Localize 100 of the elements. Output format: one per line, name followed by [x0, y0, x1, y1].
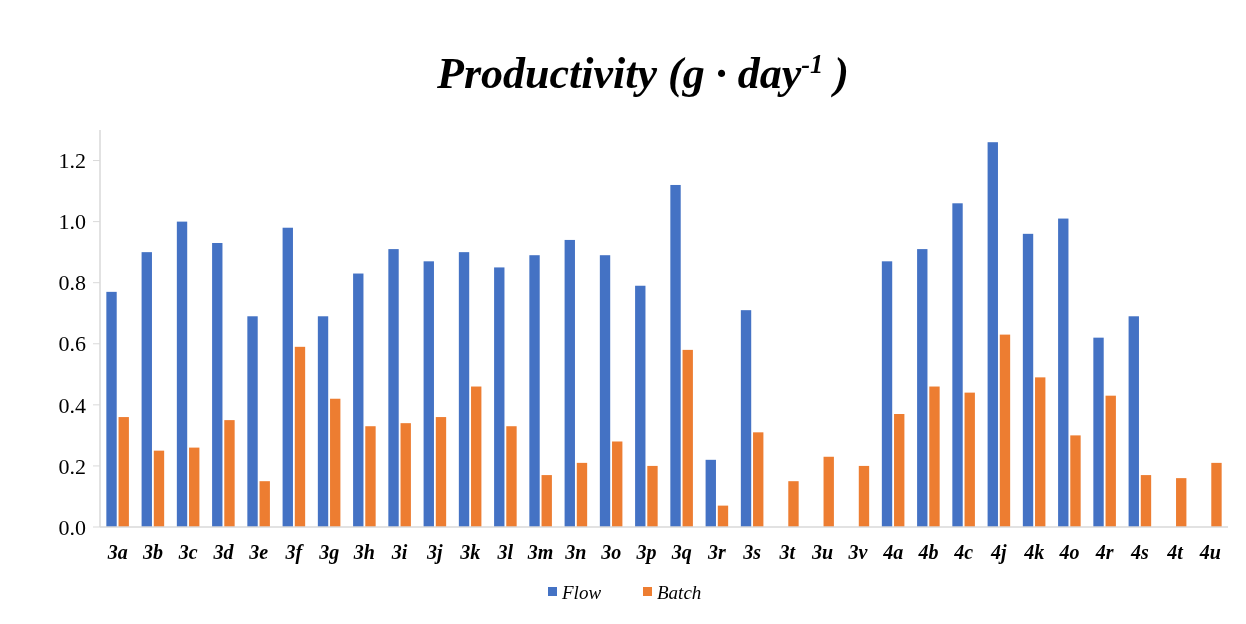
x-tick-label: 3c: [177, 541, 198, 563]
x-tick-label: 3p: [635, 541, 657, 564]
y-tick-label: 0.6: [58, 331, 86, 357]
bar: [740, 310, 752, 527]
bar: [106, 291, 117, 527]
x-tick-label: 3r: [706, 541, 726, 563]
bar: [353, 273, 364, 527]
x-tick-label: 3g: [318, 541, 340, 564]
legend-label: Batch: [657, 581, 702, 603]
x-tick-label: 4b: [917, 541, 939, 563]
bar: [858, 465, 870, 527]
x-tick-label: 4c: [953, 541, 974, 563]
x-tick-label: 3u: [811, 541, 834, 563]
x-tick-label: 3l: [496, 541, 514, 563]
bar: [987, 142, 998, 527]
bar: [1211, 462, 1222, 527]
y-tick-label: 1.0: [58, 209, 86, 235]
x-tick-label: 3m: [526, 541, 554, 563]
x-tick-label: 3t: [778, 541, 797, 563]
bar: [1176, 478, 1187, 527]
bar: [259, 481, 270, 527]
x-tick-label: 3o: [600, 541, 622, 563]
x-tick-label: 3h: [352, 541, 375, 563]
bar: [999, 334, 1011, 527]
bar: [330, 398, 341, 527]
bar: [647, 465, 658, 527]
bar: [894, 414, 905, 527]
bar: [1058, 218, 1069, 527]
bar: [823, 456, 834, 527]
legend-label: Flow: [561, 581, 602, 603]
bar: [576, 462, 588, 527]
bar: [635, 285, 646, 527]
bar: [400, 423, 411, 527]
x-tick-label: 3e: [248, 541, 269, 563]
x-tick-label: 4k: [1023, 541, 1045, 563]
bar: [176, 221, 188, 527]
bar: [224, 420, 235, 527]
x-tick-label: 3v: [847, 541, 869, 563]
bar: [141, 252, 152, 527]
x-tick-label: 4s: [1129, 541, 1149, 563]
bar: [682, 349, 693, 527]
x-tick-label: 4r: [1094, 541, 1114, 563]
bar: [788, 481, 799, 527]
bar: [388, 249, 399, 527]
bar: [494, 267, 505, 527]
bar: [1093, 337, 1104, 527]
bar: [541, 475, 552, 527]
y-tick-label: 0.0: [58, 514, 86, 540]
bar: [294, 346, 306, 527]
y-tick-label: 0.4: [58, 392, 86, 418]
bar: [564, 239, 575, 527]
bar: [506, 426, 517, 527]
x-tick-label: 3f: [284, 541, 305, 564]
bar: [212, 242, 223, 527]
y-tick-label: 1.2: [58, 148, 86, 174]
x-tick-label: 4u: [1198, 541, 1221, 563]
x-tick-label: 3d: [212, 541, 235, 563]
x-tick-label: 3k: [459, 541, 481, 563]
x-tick-label: 4t: [1166, 541, 1185, 563]
bar: [153, 450, 165, 527]
x-tick-label: 3n: [564, 541, 587, 563]
bar: [1128, 316, 1139, 527]
x-tick-label: 3s: [742, 541, 762, 563]
bar: [612, 441, 623, 527]
bar: [753, 432, 764, 527]
bar: [917, 249, 928, 527]
bar: [1070, 435, 1081, 527]
bar: [964, 392, 975, 527]
bar: [189, 447, 200, 527]
x-tick-label: 3a: [106, 541, 128, 563]
x-tick-label: 3q: [670, 541, 692, 564]
chart-title: Productivity (g · day$^{-1}$ ): [436, 49, 849, 98]
bar: [599, 255, 611, 527]
bar: [471, 386, 482, 527]
x-tick-label: 4o: [1058, 541, 1080, 563]
y-tick-label: 0.8: [58, 270, 86, 296]
x-tick-label: 3b: [141, 541, 163, 563]
x-tick-label: 3i: [390, 541, 408, 563]
x-tick-label: 4a: [882, 541, 904, 563]
bar: [952, 203, 963, 527]
bar: [1035, 377, 1046, 527]
bar: [118, 417, 129, 527]
bar: [881, 261, 893, 527]
bar: [1105, 395, 1116, 527]
bar: [423, 261, 434, 527]
y-tick-label: 0.2: [58, 453, 86, 479]
bar: [282, 227, 293, 527]
x-tick-label: 4j: [990, 541, 1008, 564]
bar: [458, 252, 470, 527]
bar: [435, 417, 447, 527]
bar: [717, 505, 729, 527]
bar: [247, 316, 258, 527]
bar: [365, 426, 376, 527]
bar: [1140, 475, 1152, 527]
bar: [929, 386, 940, 527]
x-tick-label: 3j: [426, 541, 444, 564]
bar: [529, 255, 540, 527]
bar: [317, 316, 329, 527]
bar: [705, 459, 716, 527]
bar: [1022, 233, 1034, 527]
